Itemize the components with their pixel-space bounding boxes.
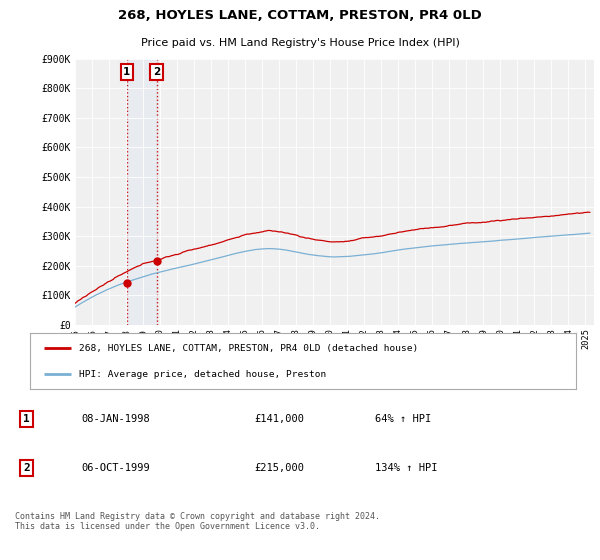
Text: 1: 1 <box>123 67 130 77</box>
Text: Contains HM Land Registry data © Crown copyright and database right 2024.
This d: Contains HM Land Registry data © Crown c… <box>15 512 380 531</box>
Text: 2: 2 <box>23 463 30 473</box>
Text: HPI: Average price, detached house, Preston: HPI: Average price, detached house, Pres… <box>79 370 326 379</box>
Text: 268, HOYLES LANE, COTTAM, PRESTON, PR4 0LD (detached house): 268, HOYLES LANE, COTTAM, PRESTON, PR4 0… <box>79 344 418 353</box>
Text: 08-JAN-1998: 08-JAN-1998 <box>81 414 150 424</box>
Text: 06-OCT-1999: 06-OCT-1999 <box>81 463 150 473</box>
Text: 1: 1 <box>23 414 30 424</box>
Text: 268, HOYLES LANE, COTTAM, PRESTON, PR4 0LD: 268, HOYLES LANE, COTTAM, PRESTON, PR4 0… <box>118 9 482 22</box>
Text: 64% ↑ HPI: 64% ↑ HPI <box>375 414 431 424</box>
Text: £141,000: £141,000 <box>254 414 304 424</box>
Bar <box>127 59 157 325</box>
Text: 134% ↑ HPI: 134% ↑ HPI <box>375 463 437 473</box>
Text: £215,000: £215,000 <box>254 463 304 473</box>
Text: 2: 2 <box>153 67 160 77</box>
Text: Price paid vs. HM Land Registry's House Price Index (HPI): Price paid vs. HM Land Registry's House … <box>140 38 460 48</box>
